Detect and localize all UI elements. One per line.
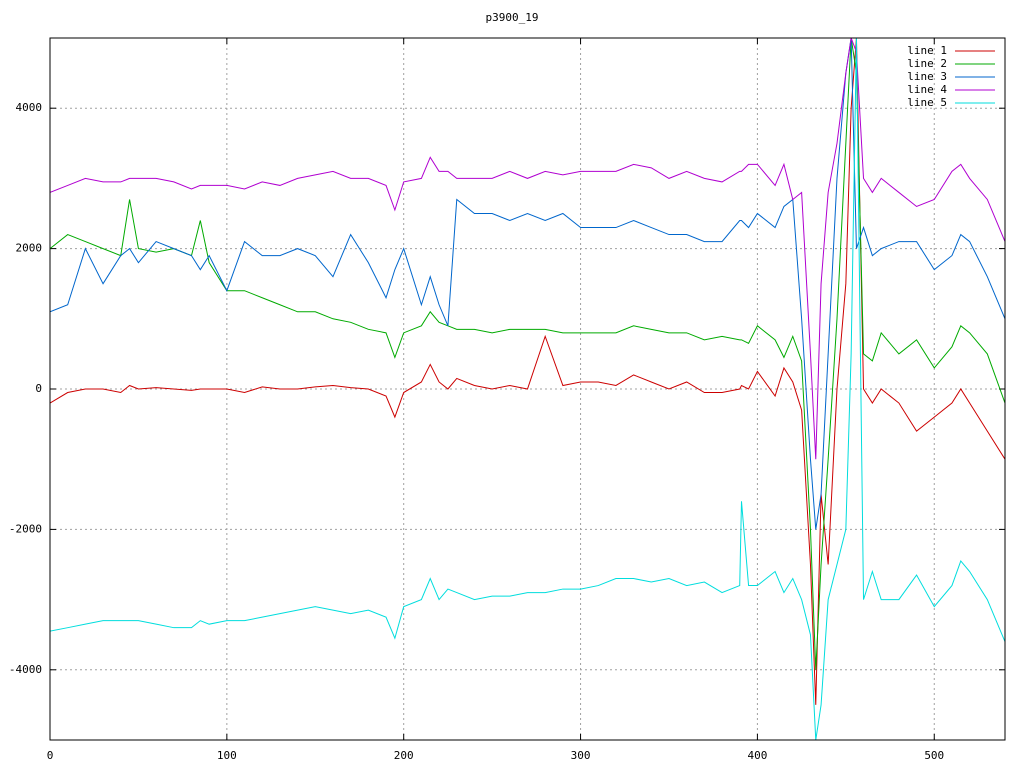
series-line [50,38,1005,530]
legend-label: line 5 [907,96,947,109]
y-tick-label: 0 [35,382,42,395]
legend-label: line 2 [907,57,947,70]
series-line [50,38,1005,670]
series-line [50,38,1005,740]
y-tick-label: -4000 [9,663,42,676]
x-tick-label: 200 [394,749,414,762]
series-line [50,38,1005,460]
chart-title: p3900_19 [486,11,539,24]
legend-label: line 3 [907,70,947,83]
y-tick-label: -2000 [9,522,42,535]
legend-label: line 1 [907,44,947,57]
x-tick-label: 400 [747,749,767,762]
legend-label: line 4 [907,83,947,96]
x-tick-label: 300 [571,749,591,762]
x-tick-label: 100 [217,749,237,762]
x-tick-label: 0 [47,749,54,762]
series-line [50,38,1005,705]
plot-border [49,37,1006,741]
x-tick-label: 500 [924,749,944,762]
y-tick-label: 4000 [16,101,43,114]
y-tick-label: 2000 [16,242,43,255]
